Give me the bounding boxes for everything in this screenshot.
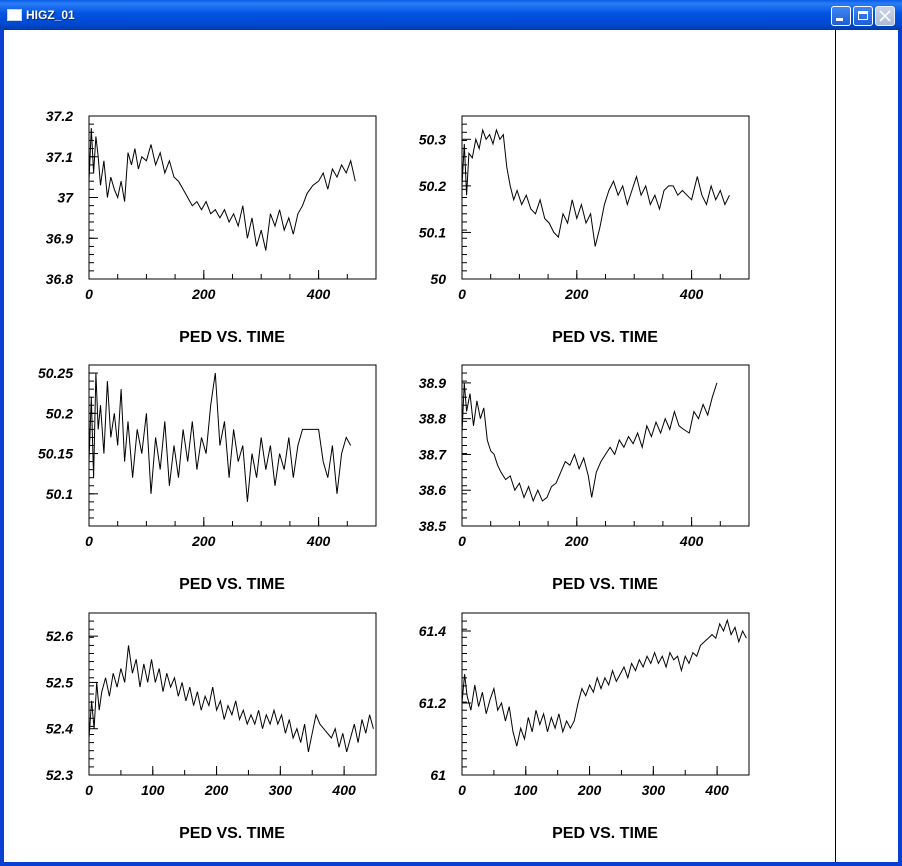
x-axis-label: PED VS. TIME: [179, 329, 285, 346]
close-icon: [879, 10, 891, 22]
y-tick-label: 50.15: [38, 446, 73, 462]
x-axis-label: PED VS. TIME: [552, 329, 658, 346]
chart-6: 61 61.2 61.4 0 100 200 300 400 PED VS. TIME: [419, 612, 750, 842]
y-tick-label: 50.2: [46, 405, 73, 421]
y-tick-label: 36.8: [46, 271, 73, 287]
x-tick-label: 400: [306, 286, 331, 302]
x-tick-label: 200: [564, 286, 589, 302]
x-tick-label: 400: [306, 533, 331, 549]
x-tick-label: 100: [514, 782, 538, 798]
x-tick-label: 200: [577, 782, 602, 798]
plot-frame: [461, 115, 750, 280]
x-axis-label: PED VS. TIME: [552, 825, 658, 842]
y-tick-label: 61.4: [419, 623, 446, 639]
x-tick-label: 400: [679, 533, 704, 549]
chart-1: 36.8 36.9 37 37.1 37.2 0 200 400 PED VS. TIME: [46, 108, 377, 346]
x-tick-label: 100: [141, 782, 165, 798]
x-axis-label: PED VS. TIME: [179, 825, 285, 842]
window-title: HIGZ_01: [26, 8, 75, 22]
y-tick-label: 50.1: [419, 224, 446, 240]
x-tick-label: 200: [204, 782, 229, 798]
x-tick-label: 0: [458, 533, 466, 549]
series-line: [88, 128, 356, 251]
x-tick-label: 300: [642, 782, 666, 798]
y-tick-label: 36.9: [46, 230, 73, 246]
y-tick-label: 37.1: [46, 149, 73, 165]
x-tick-label: 0: [458, 782, 466, 798]
x-axis-label: PED VS. TIME: [179, 576, 285, 593]
y-tick-label: 50.2: [419, 178, 446, 194]
y-tick-label: 50.1: [46, 486, 73, 502]
y-tick-label: 38.5: [419, 518, 446, 534]
x-tick-label: 0: [85, 286, 93, 302]
close-button[interactable]: [875, 6, 895, 26]
x-tick-label: 0: [85, 533, 93, 549]
y-tick-label: 38.8: [419, 411, 446, 427]
y-tick-label: 52.5: [46, 674, 73, 690]
chart-2: 50 50.1 50.2 50.3 0 200 400 PED VS. TIME: [419, 115, 750, 346]
y-tick-label: 52.6: [46, 628, 73, 644]
x-tick-label: 200: [191, 533, 216, 549]
y-tick-label: 50: [430, 271, 446, 287]
maximize-button[interactable]: [853, 6, 873, 26]
y-tick-label: 61.2: [419, 695, 446, 711]
y-tick-label: 52.4: [46, 721, 73, 737]
plot-frame: [461, 364, 750, 527]
x-tick-label: 300: [269, 782, 293, 798]
plot-frame: [88, 115, 377, 280]
title-bar[interactable]: HIGZ_01: [0, 0, 902, 30]
x-axis-label: PED VS. TIME: [552, 576, 658, 593]
y-tick-label: 50.3: [419, 131, 446, 147]
y-tick-label: 61: [430, 767, 446, 783]
chart-4: 38.5 38.6 38.7 38.8 38.9 0 200 400 PED VS. TIME: [419, 364, 750, 593]
series-line: [88, 645, 374, 753]
y-tick-label: 38.7: [419, 446, 447, 462]
y-tick-label: 37: [57, 190, 74, 206]
y-tick-label: 38.9: [419, 375, 446, 391]
window-app-icon: [7, 9, 22, 21]
y-tick-label: 38.6: [419, 482, 446, 498]
canvas-edge: [835, 30, 836, 862]
plot-frame: [88, 612, 377, 776]
x-tick-label: 400: [679, 286, 704, 302]
y-tick-label: 37.2: [46, 108, 73, 124]
series-line: [88, 372, 352, 502]
series-line: [461, 128, 730, 247]
x-tick-label: 400: [704, 782, 729, 798]
chart-5: 52.3 52.4 52.5 52.6 0 100 200 300 400 PED VS. TIM…: [46, 612, 377, 842]
x-tick-label: 0: [85, 782, 93, 798]
chart-3: 50.1 50.15 50.2 50.25 0 200 400 PED VS. TIME: [38, 364, 377, 593]
x-tick-label: 0: [458, 286, 466, 302]
x-tick-label: 200: [191, 286, 216, 302]
x-tick-label: 200: [564, 533, 589, 549]
plot-frame: [461, 612, 750, 776]
minimize-button[interactable]: [831, 6, 851, 26]
series-line: [461, 618, 747, 747]
y-tick-label: 52.3: [46, 767, 73, 783]
series-line: [461, 382, 718, 503]
x-tick-label: 400: [331, 782, 356, 798]
y-tick-label: 50.25: [38, 365, 73, 381]
